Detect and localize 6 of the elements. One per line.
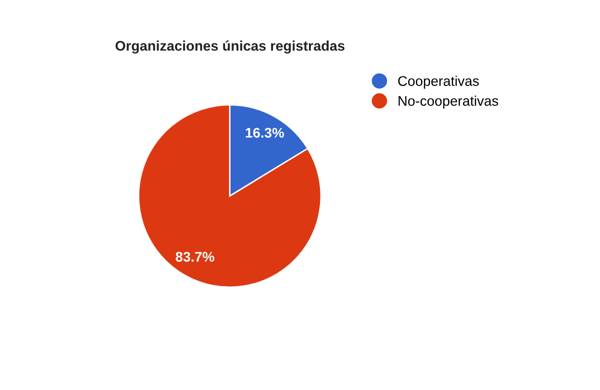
pie-slice [138, 104, 322, 288]
chart-title: Organizaciones únicas registradas [116, 40, 344, 54]
legend-label: No-cooperativas [398, 96, 498, 109]
data-label: 83.7% [176, 252, 214, 262]
data-label: 16.3% [246, 128, 284, 138]
legend-label: Cooperativas [398, 76, 479, 89]
